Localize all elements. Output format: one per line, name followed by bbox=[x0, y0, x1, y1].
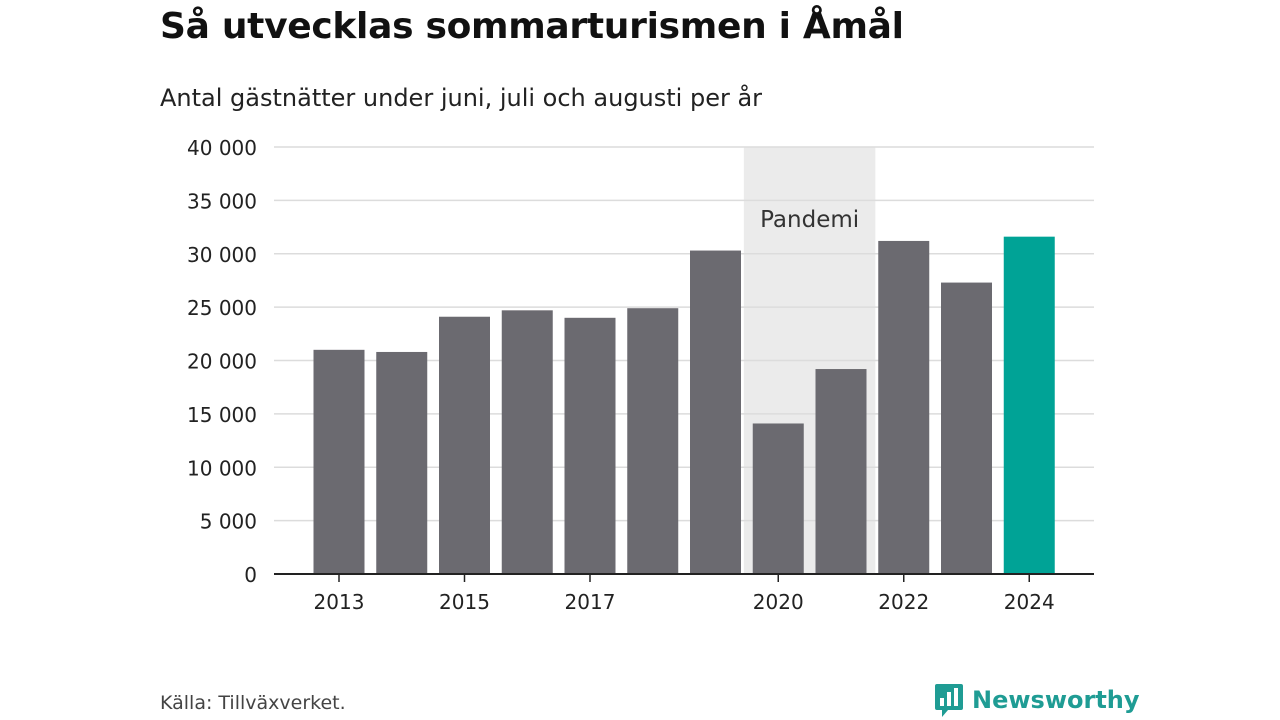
bar-chart: Pandemi 0 5 000 10 000 15 000 20 000 25 000 30 … bbox=[187, 136, 1094, 614]
y-tick-label: 40 000 bbox=[187, 136, 257, 160]
y-tick-label: 35 000 bbox=[187, 189, 257, 213]
y-tick-label: 0 bbox=[244, 563, 257, 587]
bar-2017 bbox=[564, 317, 616, 574]
bar-2020 bbox=[752, 423, 804, 574]
source-note: Källa: Tillväxverket. bbox=[160, 692, 346, 714]
chart-subtitle: Antal gästnätter under juni, juli och au… bbox=[160, 84, 763, 112]
x-tick-label: 2024 bbox=[1004, 590, 1055, 614]
x-tick-label: 2013 bbox=[314, 590, 365, 614]
x-tick-label: 2015 bbox=[439, 590, 490, 614]
chart-title: Så utvecklas sommarturismen i Åmål bbox=[160, 6, 904, 47]
x-tick-label: 2022 bbox=[878, 590, 929, 614]
bar-2018 bbox=[627, 308, 679, 574]
bar-2024 bbox=[1003, 236, 1055, 575]
bar-2021 bbox=[815, 369, 867, 574]
bar-2022 bbox=[878, 240, 930, 574]
bar-chart-speech-bubble-icon bbox=[935, 684, 963, 717]
y-tick-label: 5 000 bbox=[200, 510, 257, 534]
newsworthy-logo: Newsworthy bbox=[934, 682, 1140, 718]
y-tick-label: 10 000 bbox=[187, 456, 257, 480]
y-tick-label: 30 000 bbox=[187, 243, 257, 267]
x-tick-label: 2020 bbox=[753, 590, 804, 614]
y-tick-label: 20 000 bbox=[187, 350, 257, 374]
y-tick-label: 15 000 bbox=[187, 403, 257, 427]
bar-2023 bbox=[941, 282, 992, 574]
bar-2015 bbox=[439, 316, 490, 574]
x-tick-label: 2017 bbox=[565, 590, 616, 614]
bar-2014 bbox=[376, 351, 428, 574]
brand-name: Newsworthy bbox=[972, 686, 1140, 714]
bar-2019 bbox=[690, 250, 741, 575]
y-tick-label: 25 000 bbox=[187, 296, 257, 320]
bar-2016 bbox=[501, 310, 553, 574]
annotation-label: Pandemi bbox=[760, 207, 859, 233]
bar-2013 bbox=[313, 349, 365, 574]
